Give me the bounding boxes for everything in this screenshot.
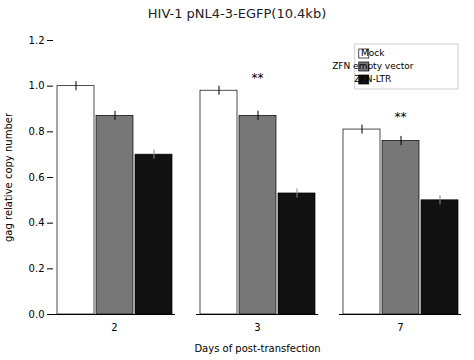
svg-text:0.2: 0.2 xyxy=(29,263,45,274)
html-text:HIV-1 pNL4-3-EGFP(10.4kb): HIV-1 pNL4-3-EGFP(10.4kb) xyxy=(147,6,327,21)
svg-text:ZFN-LTR: ZFN-LTR xyxy=(354,74,391,84)
svg-text:Days of post-transfection: Days of post-transfection xyxy=(194,343,320,354)
svg-text:gag relative copy number: gag relative copy number xyxy=(3,112,14,242)
svg-text:1.2: 1.2 xyxy=(29,35,45,46)
svg-text:7: 7 xyxy=(397,322,403,333)
svg-text:0.8: 0.8 xyxy=(29,126,45,137)
svg-text:0.4: 0.4 xyxy=(29,217,45,228)
svg-text:**: ** xyxy=(395,110,407,124)
svg-text:0.0: 0.0 xyxy=(29,309,45,320)
svg-text:ZFN empty vector: ZFN empty vector xyxy=(332,61,414,71)
svg-text:0.6: 0.6 xyxy=(29,172,45,183)
svg-text:**: ** xyxy=(252,71,264,85)
svg-text:Mock: Mock xyxy=(361,48,385,58)
svg-text:1.0: 1.0 xyxy=(29,80,45,91)
svg-text:3: 3 xyxy=(254,322,260,333)
svg-text:2: 2 xyxy=(111,322,117,333)
